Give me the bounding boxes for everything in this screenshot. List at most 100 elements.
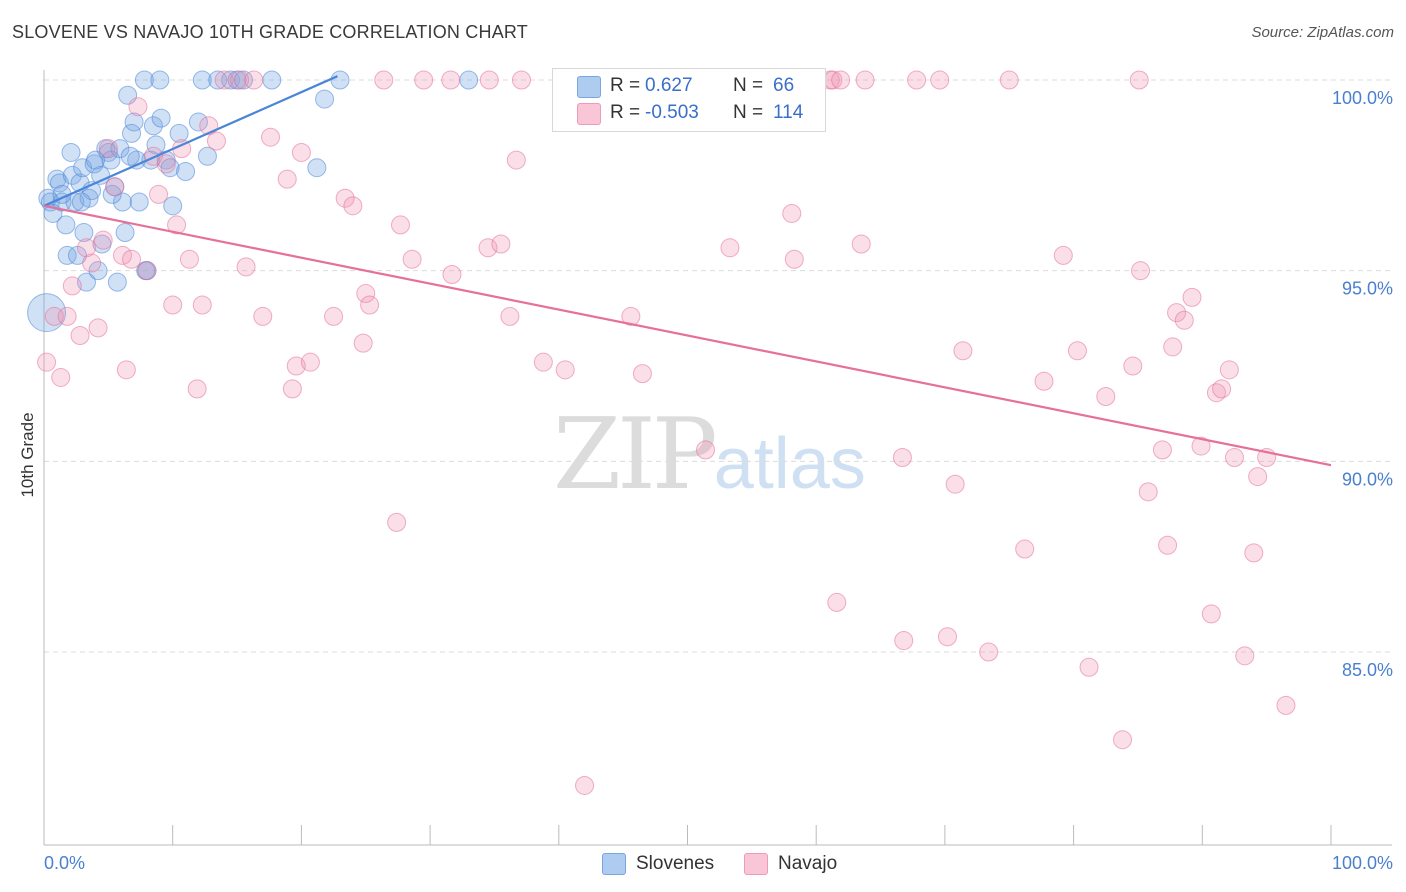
- point-navajo: [236, 257, 256, 277]
- point-slovenes: [307, 158, 327, 178]
- point-navajo: [720, 238, 740, 258]
- point-navajo: [244, 70, 264, 90]
- legend-n-label: N =: [733, 102, 764, 123]
- point-navajo: [62, 276, 82, 296]
- point-navajo: [167, 215, 187, 235]
- point-slovenes: [151, 108, 171, 128]
- x-tick-label: 100.0%: [1332, 853, 1393, 873]
- point-navajo: [414, 70, 434, 90]
- legend-item-slovenes[interactable]: Slovenes: [602, 853, 714, 875]
- watermark-sub: atlas: [713, 424, 866, 504]
- point-navajo: [122, 249, 142, 269]
- point-navajo: [479, 70, 499, 90]
- legend-r-label: R =: [610, 75, 641, 96]
- point-navajo: [1079, 657, 1099, 677]
- point-slovenes: [208, 70, 228, 90]
- legend-swatch-slovenes: [577, 76, 601, 98]
- point-navajo: [892, 448, 912, 468]
- point-navajo: [37, 352, 57, 372]
- point-navajo: [855, 70, 875, 90]
- point-navajo: [555, 360, 575, 380]
- legend-r-value: 0.627: [645, 75, 693, 96]
- point-navajo: [575, 775, 595, 795]
- point-navajo: [93, 230, 113, 250]
- point-navajo: [621, 306, 641, 326]
- point-navajo: [1152, 440, 1172, 460]
- point-navajo: [300, 352, 320, 372]
- point-slovenes: [150, 70, 170, 90]
- point-slovenes: [330, 70, 350, 90]
- point-navajo: [1224, 448, 1244, 468]
- legend-row-navajo: R = -0.503 N = 114: [553, 100, 825, 126]
- point-navajo: [851, 234, 871, 254]
- point-navajo: [179, 249, 199, 269]
- point-slovenes: [71, 192, 91, 212]
- point-navajo: [356, 284, 376, 304]
- point-slovenes: [62, 165, 82, 185]
- point-navajo: [500, 306, 520, 326]
- point-navajo: [57, 306, 77, 326]
- legend-swatch-navajo: [744, 853, 768, 875]
- point-navajo: [76, 238, 96, 258]
- point-navajo: [286, 356, 306, 376]
- point-navajo: [277, 169, 297, 189]
- point-slovenes: [57, 245, 77, 265]
- point-slovenes: [146, 135, 166, 155]
- point-navajo: [137, 261, 157, 281]
- point-navajo: [44, 306, 64, 326]
- y-tick-label: 95.0%: [1342, 279, 1393, 299]
- point-navajo: [1201, 604, 1221, 624]
- point-slovenes: [129, 192, 149, 212]
- point-slovenes: [88, 261, 108, 281]
- legend-swatch-slovenes: [602, 853, 626, 875]
- point-slovenes: [74, 223, 94, 243]
- point-slovenes: [160, 158, 180, 178]
- point-navajo: [1096, 387, 1116, 407]
- point-navajo: [187, 379, 207, 399]
- point-navajo: [1034, 371, 1054, 391]
- point-navajo: [1053, 245, 1073, 265]
- point-navajo: [478, 238, 498, 258]
- point-slovenes: [113, 192, 133, 212]
- point-navajo: [156, 154, 176, 174]
- point-navajo: [402, 249, 422, 269]
- point-slovenes: [115, 223, 135, 243]
- legend-n-value: 66: [773, 75, 795, 96]
- point-navajo: [1276, 695, 1296, 715]
- y-tick-label: 100.0%: [1332, 88, 1393, 108]
- point-navajo: [506, 150, 526, 170]
- legend-item-navajo[interactable]: Navajo: [744, 853, 837, 875]
- legend-row-slovenes: R = 0.627 N = 66: [553, 73, 825, 99]
- point-navajo: [192, 295, 212, 315]
- point-navajo: [937, 627, 957, 647]
- point-slovenes: [122, 123, 142, 143]
- point-navajo: [827, 592, 847, 612]
- point-navajo: [390, 215, 410, 235]
- point-navajo: [98, 139, 118, 159]
- point-navajo: [1015, 539, 1035, 559]
- point-navajo: [1174, 310, 1194, 330]
- legend-r-label: R =: [610, 102, 641, 123]
- point-slovenes: [197, 146, 217, 166]
- watermark-main: ZIP: [553, 398, 718, 512]
- point-navajo: [441, 70, 461, 90]
- point-navajo: [253, 306, 273, 326]
- tick-labels: 85.0% 90.0% 95.0% 100.0% 0.0% 100.0%: [44, 88, 1393, 873]
- source-label: Source: ZipAtlas.com: [1251, 24, 1394, 41]
- point-navajo: [343, 196, 363, 216]
- point-navajo: [1163, 337, 1183, 357]
- point-navajo: [1206, 383, 1226, 403]
- point-slovenes: [76, 272, 96, 292]
- point-slovenes: [85, 150, 105, 170]
- point-navajo: [782, 203, 802, 223]
- point-navajo: [784, 249, 804, 269]
- point-navajo: [1167, 303, 1187, 323]
- legend-n-value: 114: [773, 102, 804, 123]
- point-navajo: [1138, 482, 1158, 502]
- point-navajo: [1067, 341, 1087, 361]
- point-navajo: [128, 97, 148, 117]
- point-slovenes: [163, 196, 183, 216]
- point-navajo: [82, 253, 102, 273]
- correlation-legend: R = 0.627 N = 66 R = -0.503 N = 114: [552, 68, 826, 132]
- y-tick-label: 85.0%: [1342, 660, 1393, 680]
